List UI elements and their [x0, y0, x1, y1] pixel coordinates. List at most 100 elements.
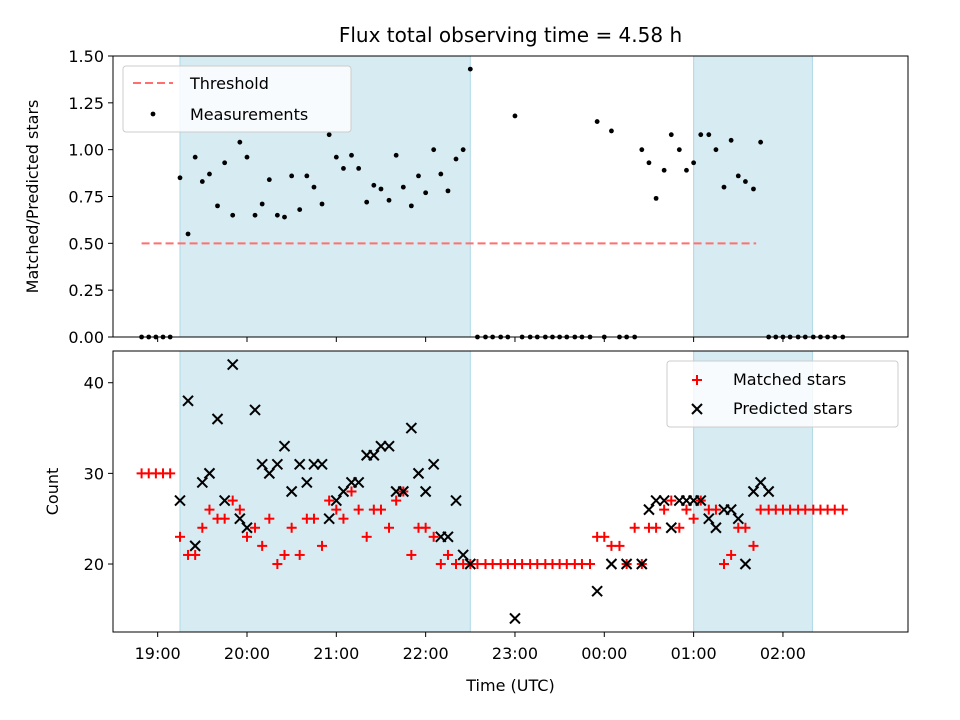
x-tick-label: 02:00: [760, 644, 806, 663]
predicted-star-point: [263, 467, 276, 480]
x-stroke-b: [762, 485, 775, 498]
x-stroke-b: [703, 512, 715, 525]
predicted-star-point: [256, 458, 268, 471]
x-tick-label: 21:00: [313, 644, 359, 663]
measurement-point: [230, 212, 236, 218]
measurement-point: [721, 184, 727, 190]
shaded-region: [179, 350, 471, 633]
measurement-point: [215, 203, 220, 209]
x-stroke-b: [330, 494, 343, 507]
matched-star-point: [674, 522, 685, 533]
x-stroke-b: [405, 422, 418, 434]
x-stroke-b: [591, 585, 603, 597]
x-stroke-b: [509, 612, 521, 625]
predicted-stars-points: [174, 358, 775, 625]
predicted-star-point: [196, 476, 209, 489]
bottom-x-ticks: 19:00 20:00 21:00 22:00 23:00 00:00 01:00 02:00: [135, 632, 806, 663]
legend-measurements-label: Measurements: [190, 105, 308, 124]
measurement-point: [639, 147, 645, 153]
x-tick-label: 23:00: [492, 644, 538, 663]
legend-predicted-label: Predicted stars: [733, 399, 853, 418]
matched-star-point: [666, 495, 677, 506]
predicted-star-point: [457, 549, 469, 561]
measurement-point: [445, 188, 451, 194]
x-tick-label: 22:00: [403, 644, 449, 663]
measurement-point: [378, 186, 384, 192]
top-y-tick-label: 0.75: [68, 188, 104, 207]
predicted-star-point: [620, 558, 633, 570]
top-legend: Threshold Measurements: [122, 65, 352, 133]
x-stroke-b: [203, 467, 216, 480]
x-stroke-b: [323, 512, 335, 525]
x-stroke-b: [256, 458, 268, 471]
predicted-star-point: [352, 476, 365, 489]
x-stroke-b: [263, 467, 276, 480]
matched-star-point: [420, 522, 431, 533]
measurement-point: [319, 201, 325, 207]
x-stroke-b: [658, 494, 670, 507]
predicted-star-point: [747, 485, 760, 498]
matched-star-point: [174, 531, 185, 542]
predicted-star-point: [419, 485, 432, 498]
predicted-star-point: [412, 467, 425, 480]
matched-star-point: [241, 531, 252, 542]
predicted-star-point: [725, 503, 737, 516]
measurement-point: [311, 184, 317, 190]
matched-star-point: [688, 513, 699, 524]
x-stroke-b: [725, 503, 737, 516]
shaded-region: [693, 55, 813, 338]
measurement-point: [364, 199, 370, 205]
matched-star-point: [726, 549, 737, 560]
x-stroke-b: [241, 522, 253, 534]
x-stroke-b: [352, 476, 365, 489]
measurement-point: [646, 160, 652, 166]
x-stroke-b: [665, 522, 677, 534]
x-stroke-b: [301, 476, 313, 489]
x-stroke-b: [383, 440, 395, 452]
measurement-point: [333, 154, 339, 160]
predicted-star-point: [658, 494, 670, 507]
legend-x-marker: [691, 403, 703, 415]
measurement-point: [653, 195, 659, 201]
predicted-star-point: [754, 476, 767, 489]
x-stroke-b: [397, 485, 410, 498]
matched-star-point: [257, 540, 268, 551]
matched-star-point: [234, 504, 245, 515]
top-y-tick-label: 0.00: [68, 328, 104, 347]
chart-title: Flux total observing time = 4.58 h: [339, 23, 682, 47]
matched-star-point: [651, 522, 662, 533]
legend-matched-label: Matched stars: [733, 370, 846, 389]
x-stroke-b: [754, 476, 767, 489]
measurement-point: [609, 128, 614, 134]
top-y-tick-label: 1.50: [68, 47, 104, 66]
matched-star-point: [204, 504, 215, 515]
matched-star-point: [659, 504, 670, 515]
x-stroke-b: [691, 403, 703, 415]
measurement-point: [274, 212, 280, 218]
measurement-point: [393, 152, 399, 158]
x-stroke-b: [636, 558, 648, 570]
measurement-point: [684, 167, 689, 173]
predicted-star-point: [397, 485, 410, 498]
matched-star-point: [599, 531, 610, 542]
measurement-point: [735, 173, 741, 179]
predicted-star-point: [330, 494, 343, 507]
bottom-y-tick-label: 30: [84, 464, 104, 483]
measurement-point: [199, 179, 205, 184]
predicted-star-point: [405, 422, 418, 434]
x-stroke-b: [450, 494, 462, 507]
predicted-star-point: [271, 458, 284, 471]
measurement-point: [185, 231, 191, 237]
bottom-legend: Matched stars Predicted stars: [666, 360, 899, 428]
x-stroke-b: [412, 467, 425, 480]
x-stroke-b: [368, 449, 380, 461]
top-y-tick-label: 1.25: [68, 94, 104, 113]
matched-star-point: [748, 540, 759, 551]
matched-star-point: [375, 504, 386, 515]
top-y-tick-label: 0.50: [68, 234, 104, 253]
matched-star-point: [428, 531, 439, 542]
x-stroke-b: [285, 485, 298, 498]
predicted-star-point: [605, 558, 618, 570]
measurement-point: [222, 160, 228, 166]
predicted-star-point: [665, 522, 677, 534]
